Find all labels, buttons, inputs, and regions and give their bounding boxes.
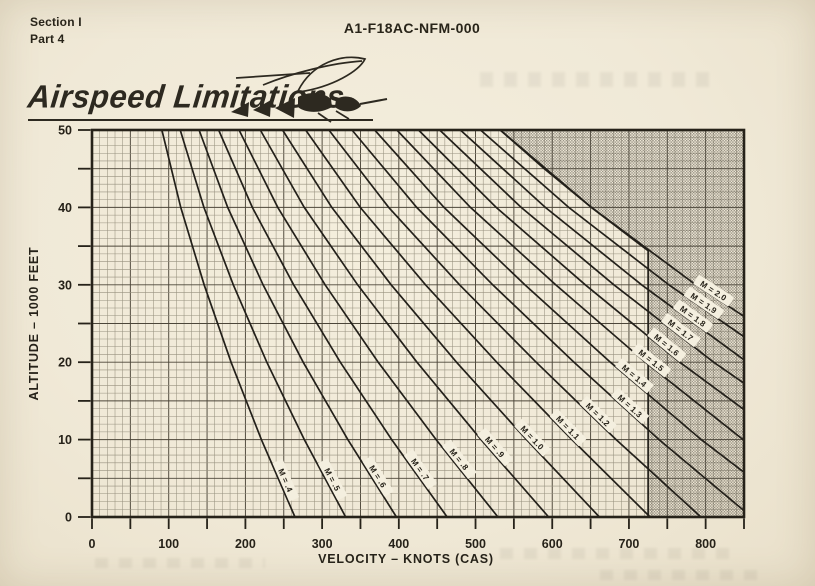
- mach-line: [396, 129, 745, 443]
- svg-text:20: 20: [58, 356, 72, 370]
- part-label: Part 4: [30, 32, 65, 46]
- mach-line: [351, 129, 745, 513]
- mach-line: [198, 129, 398, 518]
- svg-text:M = 1.3: M = 1.3: [616, 393, 644, 420]
- svg-text:50: 50: [58, 124, 72, 138]
- x-axis-title: VELOCITY – KNOTS (CAS): [318, 552, 494, 566]
- mach-line: [374, 129, 745, 475]
- mach-line: [304, 129, 651, 518]
- mach-line-label: M = .9: [477, 427, 513, 466]
- svg-text:0: 0: [89, 537, 96, 551]
- mach-line: [259, 129, 550, 518]
- svg-text:300: 300: [312, 537, 333, 551]
- mach-line: [328, 129, 702, 518]
- mach-line-label: M = .8: [442, 439, 477, 479]
- svg-text:10: 10: [58, 433, 72, 447]
- figure-title-block: Airspeed Limitations: [26, 79, 376, 122]
- title-underline: [28, 119, 373, 122]
- svg-text:M = 1.2: M = 1.2: [584, 401, 612, 428]
- svg-text:700: 700: [619, 537, 640, 551]
- section-header: Section I Part 4: [30, 14, 82, 48]
- svg-text:40: 40: [58, 201, 72, 215]
- mach-line: [179, 129, 347, 518]
- plot-frame: [90, 128, 746, 519]
- mach-line-label: M = .6: [362, 455, 394, 497]
- svg-text:500: 500: [465, 537, 486, 551]
- svg-text:600: 600: [542, 537, 563, 551]
- svg-text:M = 1.0: M = 1.0: [519, 424, 546, 452]
- svg-text:0: 0: [65, 511, 72, 525]
- svg-text:200: 200: [235, 537, 256, 551]
- mach-line: [417, 129, 745, 412]
- svg-text:800: 800: [695, 537, 716, 551]
- section-label: Section I: [30, 15, 82, 29]
- mach-line: [238, 129, 499, 518]
- svg-text:400: 400: [388, 537, 409, 551]
- svg-text:100: 100: [158, 537, 179, 551]
- mach-line-label: M = 1.1: [549, 409, 587, 447]
- mach-line: [281, 129, 601, 518]
- mach-line: [499, 129, 745, 318]
- mach-line: [479, 129, 745, 339]
- axes-ticks-and-labels: 0 100 200 300 400 500 600 700 800 0 10 20 30 40 50 VELO…: [27, 124, 745, 566]
- y-axis-title: ALTITUDE – 1000 FEET: [27, 247, 41, 401]
- svg-text:30: 30: [58, 278, 72, 292]
- mach-line: [217, 129, 448, 518]
- document-number: A1-F18AC-NFM-000: [343, 20, 481, 36]
- mach-line: [161, 129, 296, 518]
